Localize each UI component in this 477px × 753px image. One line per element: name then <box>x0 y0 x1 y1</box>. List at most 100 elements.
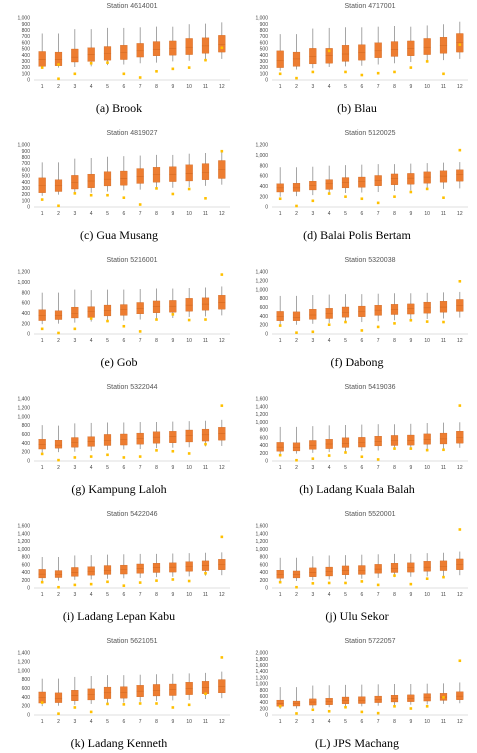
x-tick-label: 9 <box>171 338 174 344</box>
x-tick-label: 6 <box>122 719 125 725</box>
chart-caption: (j) Ulu Sekor <box>325 609 389 623</box>
box-upper <box>456 299 464 306</box>
x-tick-label: 4 <box>328 719 331 725</box>
box-upper <box>136 302 144 309</box>
box-upper <box>325 179 333 184</box>
y-tick-label: 800 <box>260 555 269 561</box>
y-tick-label: 900 <box>260 22 269 28</box>
box-lower <box>439 175 448 183</box>
box-upper <box>390 304 399 310</box>
box-lower <box>407 48 415 56</box>
outlier-point <box>187 703 191 707</box>
box-lower <box>358 52 366 61</box>
box-lower <box>439 306 448 313</box>
box-upper <box>87 173 95 182</box>
box-upper <box>152 563 161 568</box>
outlier-point <box>73 192 77 195</box>
x-tick-label: 7 <box>139 338 142 344</box>
outlier-point <box>57 585 60 589</box>
y-tick-label: 800 <box>22 155 31 161</box>
x-tick-label: 9 <box>171 719 174 725</box>
box-upper <box>103 686 112 694</box>
y-tick-label: 500 <box>22 174 31 180</box>
chart-title: Station 5422046 <box>107 511 158 518</box>
y-tick-label: 1,400 <box>17 397 30 403</box>
outlier-point <box>204 318 207 321</box>
box-upper <box>341 306 350 313</box>
box-upper <box>325 566 333 572</box>
box-upper <box>38 309 46 316</box>
box-lower <box>87 441 95 447</box>
x-tick-label: 12 <box>457 84 463 90</box>
box-upper <box>456 558 464 565</box>
box-lower <box>71 695 79 701</box>
box-lower <box>201 45 210 54</box>
box-upper <box>152 300 161 307</box>
box-lower <box>38 573 46 579</box>
box-upper <box>358 565 366 571</box>
y-tick-label: 400 <box>22 53 31 59</box>
outlier-point <box>442 696 445 699</box>
chart-panel-9: Station 5520001 0 200 400 600 800 1,000 1,200 1,… <box>238 508 476 626</box>
box-lower <box>390 178 399 185</box>
x-tick-label: 11 <box>441 592 446 598</box>
y-tick-label: 400 <box>260 184 269 190</box>
outlier-point <box>171 706 175 709</box>
box-upper <box>390 173 399 179</box>
chart-title: Station 5621051 <box>107 638 158 645</box>
y-tick-label: 600 <box>260 562 269 568</box>
box-upper <box>390 435 399 441</box>
x-tick-label: 11 <box>203 211 208 217</box>
x-tick-label: 5 <box>106 84 109 90</box>
x-tick-label: 5 <box>106 465 109 471</box>
outlier-point <box>220 46 224 50</box>
box-lower <box>439 566 448 571</box>
box-lower <box>185 566 193 572</box>
x-tick-label: 10 <box>186 338 192 344</box>
y-tick-label: 200 <box>260 706 269 712</box>
y-tick-label: 1,000 <box>17 143 30 149</box>
box-lower <box>407 440 415 446</box>
x-tick-label: 7 <box>139 719 142 725</box>
chart-title: Station 5722057 <box>345 638 396 645</box>
outlier-point <box>442 575 445 579</box>
y-tick-label: 1,600 <box>255 663 268 669</box>
outlier-point <box>89 582 93 586</box>
y-tick-label: 800 <box>22 555 31 561</box>
chart-caption: (g) Kampung Laloh <box>71 482 167 496</box>
box-lower <box>152 174 161 183</box>
x-tick-label: 7 <box>377 84 380 90</box>
y-tick-label: 300 <box>22 186 31 192</box>
chart-panel-6: Station 5322044 0 200 400 600 800 1,000 1,200 1,… <box>0 381 238 499</box>
box-upper <box>201 297 210 305</box>
x-tick-label: 8 <box>393 719 396 725</box>
x-tick-label: 2 <box>295 592 298 598</box>
box-upper <box>218 295 226 303</box>
box-lower <box>103 692 112 699</box>
x-tick-label: 1 <box>41 719 44 725</box>
box-lower <box>292 317 301 321</box>
y-tick-label: 0 <box>265 205 268 211</box>
y-tick-label: 700 <box>22 161 31 167</box>
outlier-point <box>425 448 429 452</box>
box-upper <box>38 569 46 575</box>
x-tick-label: 10 <box>424 465 430 471</box>
x-tick-label: 12 <box>219 338 225 344</box>
box-lower <box>152 49 161 56</box>
box-upper <box>309 698 317 703</box>
box-upper <box>407 434 415 441</box>
box-lower <box>120 569 128 575</box>
box-upper <box>136 43 144 52</box>
x-tick-label: 9 <box>171 211 174 217</box>
box-upper <box>120 304 128 310</box>
chart-caption: (d) Balai Polis Bertam <box>303 228 411 242</box>
y-tick-label: 200 <box>22 450 31 456</box>
y-tick-label: 400 <box>260 314 269 320</box>
x-tick-label: 2 <box>295 84 298 90</box>
x-tick-label: 2 <box>57 592 60 598</box>
y-tick-label: 500 <box>260 47 269 53</box>
x-tick-label: 4 <box>90 465 93 471</box>
y-tick-label: 600 <box>260 694 269 700</box>
outlier-point <box>393 70 396 74</box>
x-tick-label: 10 <box>424 84 430 90</box>
